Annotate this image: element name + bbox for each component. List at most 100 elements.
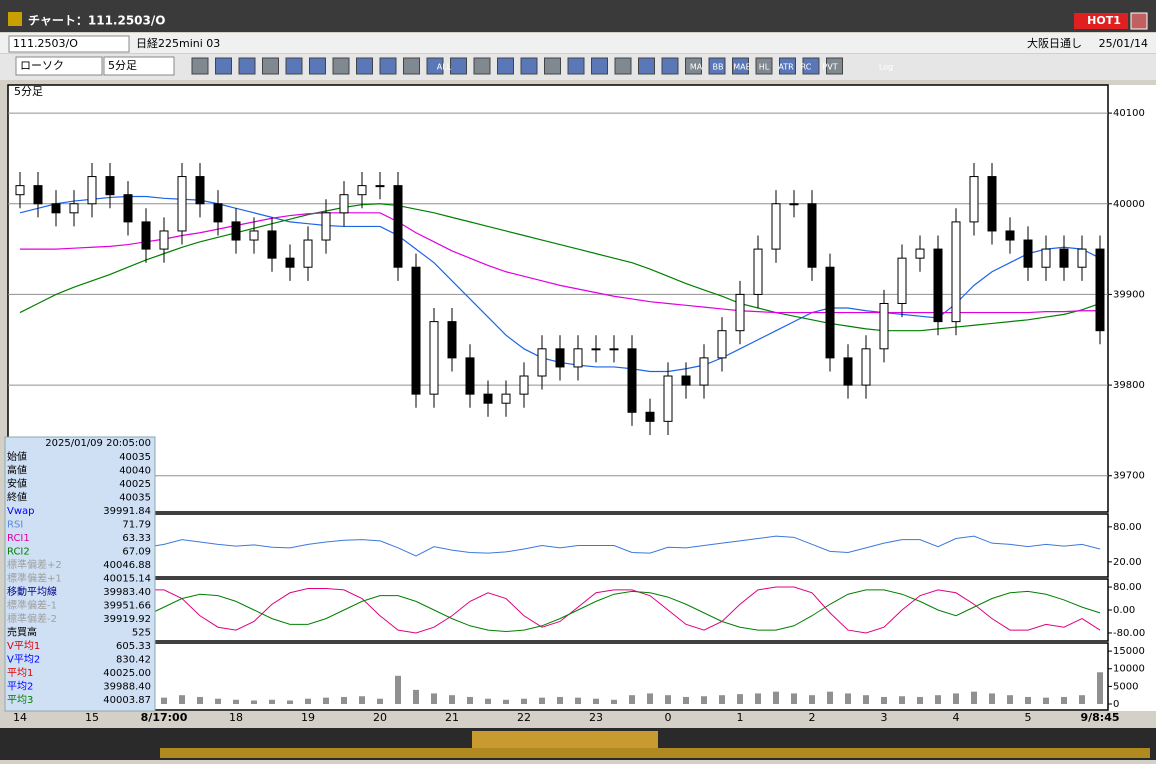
- y-tick-label: 40100: [1113, 108, 1145, 119]
- candle-body: [789, 203, 799, 206]
- volume-bar: [413, 689, 419, 705]
- info-value: 830.42: [116, 655, 151, 666]
- candle-body: [483, 393, 493, 404]
- candle-body: [501, 393, 511, 404]
- y-tick-label: -80.00: [1113, 628, 1145, 639]
- volume-bar: [197, 696, 203, 705]
- candle-body: [339, 194, 349, 214]
- candle-body: [447, 321, 457, 359]
- tool-button-label: PVT: [822, 63, 837, 72]
- tool-icon: [191, 57, 209, 75]
- app-icon: [8, 12, 22, 26]
- volume-bar: [611, 699, 617, 705]
- volume-bar: [323, 697, 329, 705]
- info-label: 安値: [7, 477, 27, 490]
- candle-body: [573, 348, 583, 368]
- candle-body: [699, 357, 709, 386]
- volume-bar: [863, 695, 869, 705]
- info-value: 71.79: [122, 520, 151, 531]
- volume-bar: [233, 699, 239, 705]
- tool-icon: [309, 57, 326, 75]
- candle-body: [915, 248, 925, 259]
- candle-body: [591, 348, 601, 351]
- y-tick-label: 39800: [1113, 380, 1145, 391]
- y-tick-label: 5000: [1113, 681, 1138, 692]
- x-tick-label: 21: [445, 711, 459, 724]
- candle-body: [843, 357, 853, 386]
- candle-body: [267, 230, 277, 259]
- candle-body: [861, 348, 871, 386]
- y-tick-label: 0: [1113, 699, 1119, 710]
- chart-kind-select[interactable]: [15, 56, 103, 76]
- tool-button-label: BB: [713, 63, 724, 72]
- candle-body: [969, 176, 979, 223]
- tool-icon: [332, 57, 350, 75]
- tool-icon: [614, 57, 632, 75]
- info-value: 39983.40: [103, 587, 151, 598]
- tool-icon: [567, 57, 585, 75]
- symbol-input[interactable]: [8, 35, 130, 53]
- tool-icon: [450, 57, 467, 75]
- y-tick-label: 39700: [1113, 471, 1145, 482]
- info-label: 標準偏差+2: [7, 558, 62, 571]
- y-tick-label: 80.00: [1113, 582, 1142, 593]
- close-button[interactable]: [1130, 12, 1148, 30]
- candle-body: [465, 357, 475, 395]
- tool-icon: [285, 57, 303, 75]
- y-tick-label: 10000: [1113, 664, 1145, 675]
- volume-bar: [899, 696, 905, 705]
- info-value: 40046.88: [103, 560, 151, 571]
- candle-body: [51, 203, 61, 214]
- title-bar: [0, 0, 1156, 32]
- candle-body: [987, 176, 997, 232]
- info-value: 67.09: [122, 547, 151, 558]
- panel-frame: [7, 84, 1109, 513]
- candle-body: [321, 212, 331, 241]
- info-label: V平均1: [7, 640, 40, 652]
- volume-bar: [701, 696, 707, 705]
- candle-body: [213, 203, 223, 223]
- candle-body: [1059, 248, 1069, 268]
- x-tick-label: 5: [1025, 711, 1032, 724]
- x-tick-label: 4: [953, 711, 960, 724]
- candle-body: [807, 203, 817, 268]
- tool-icon: [685, 57, 702, 75]
- tool-button-label: MAE: [733, 63, 750, 72]
- tool-icon: [262, 57, 279, 75]
- candle-body: [105, 176, 115, 196]
- tool-icon: [755, 57, 773, 75]
- tool-button-label: ATR: [778, 63, 794, 72]
- candle-body: [303, 239, 313, 268]
- candle-body: [249, 230, 259, 241]
- volume-bar: [773, 691, 779, 705]
- volume-bar: [269, 699, 275, 705]
- hot-badge[interactable]: [1074, 13, 1128, 29]
- volume-bar: [287, 700, 293, 705]
- interval-select[interactable]: [103, 56, 175, 76]
- candle-body: [681, 375, 691, 386]
- tool-icon: [473, 57, 491, 75]
- tool-icon: [238, 57, 256, 75]
- info-timestamp: 2025/01/09 20:05:00: [45, 438, 151, 449]
- info-label: 終値: [7, 491, 27, 504]
- volume-bar: [737, 694, 743, 705]
- scroll-thumb[interactable]: [472, 731, 658, 748]
- candle-body: [609, 348, 619, 351]
- tool-button-label: RC: [801, 63, 812, 72]
- volume-bar: [521, 698, 527, 705]
- tool-icon: [732, 57, 749, 75]
- volume-bar: [503, 699, 509, 705]
- volume-bar: [593, 698, 599, 705]
- candle-body: [33, 185, 43, 205]
- volume-bar: [935, 695, 941, 705]
- candle-body: [645, 411, 655, 422]
- candle-body: [375, 185, 385, 188]
- info-label: RSI: [7, 520, 23, 531]
- volume-bar: [557, 696, 563, 705]
- x-tick-label: 1: [737, 711, 744, 724]
- tool-icon: [661, 57, 679, 75]
- x-tick-label: 2: [809, 711, 816, 724]
- candle-body: [735, 293, 745, 332]
- candle-body: [933, 248, 943, 323]
- info-label: 平均2: [7, 681, 33, 693]
